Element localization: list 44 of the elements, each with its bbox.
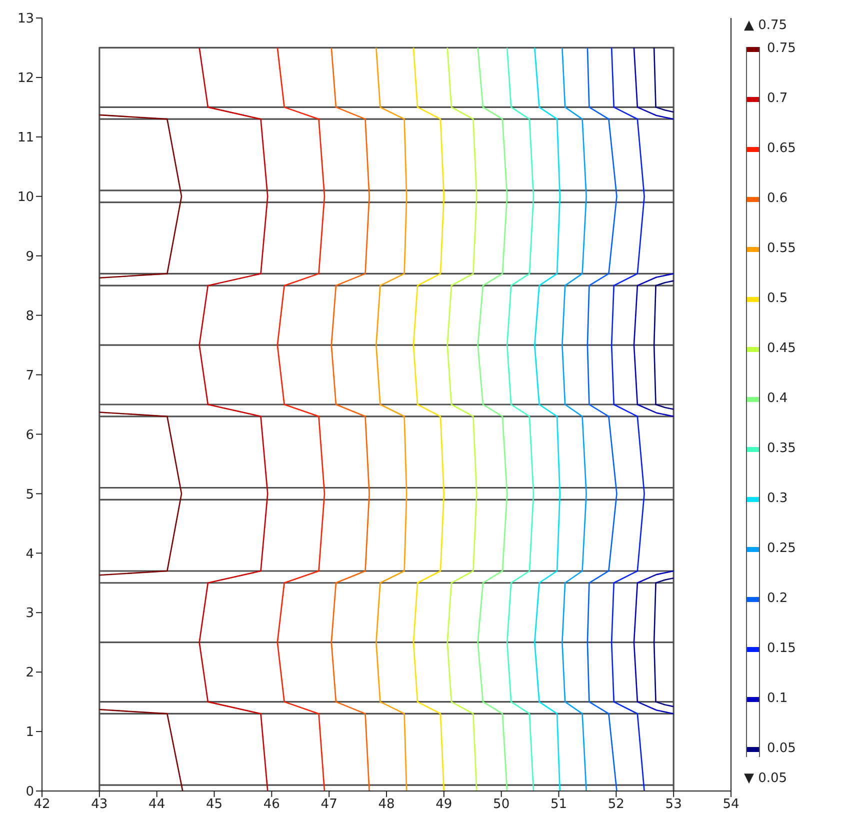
y-tick-label: 12 bbox=[17, 71, 34, 86]
legend-label: 0.2 bbox=[767, 591, 788, 606]
y-tick-label: 4 bbox=[26, 546, 34, 562]
x-tick-label: 53 bbox=[665, 797, 682, 812]
x-tick-label: 49 bbox=[436, 797, 452, 812]
legend-label: 0.55 bbox=[767, 241, 796, 256]
x-tick-label: 52 bbox=[608, 797, 624, 812]
text: ▼ 0.05 bbox=[744, 771, 788, 786]
legend-label: 0.15 bbox=[767, 641, 796, 656]
legend-label: 0.1 bbox=[767, 691, 788, 706]
x-tick-label: 46 bbox=[263, 797, 280, 812]
y-tick-label: 6 bbox=[26, 428, 34, 443]
y-tick-label: 7 bbox=[26, 368, 34, 384]
x-tick-label: 42 bbox=[34, 797, 50, 812]
legend-label: 0.05 bbox=[767, 741, 796, 756]
x-tick-label: 51 bbox=[550, 797, 568, 812]
x-tick-label: 48 bbox=[378, 797, 395, 812]
y-tick-label: 11 bbox=[17, 130, 34, 146]
y-tick-label: 10 bbox=[17, 190, 34, 205]
y-tick-label: 2 bbox=[26, 666, 34, 681]
y-tick-label: 8 bbox=[26, 308, 34, 324]
x-tick-label: 45 bbox=[206, 797, 223, 812]
x-tick-label: 47 bbox=[320, 797, 338, 812]
legend-label: 0.25 bbox=[767, 541, 796, 556]
x-tick-label: 44 bbox=[148, 797, 166, 812]
y-tick-label: 13 bbox=[17, 12, 34, 27]
text: ▲ 0.75 bbox=[744, 18, 788, 33]
y-tick-label: 5 bbox=[26, 487, 34, 502]
legend-label: 0.75 bbox=[767, 41, 796, 56]
x-tick-label: 54 bbox=[722, 797, 740, 812]
x-tick-label: 50 bbox=[493, 797, 510, 812]
legend-label: 0.3 bbox=[767, 491, 788, 506]
y-tick-label: 0 bbox=[26, 784, 34, 800]
legend-label: 0.4 bbox=[767, 391, 788, 406]
legend-label: 0.7 bbox=[767, 91, 788, 106]
y-tick-label: 9 bbox=[26, 249, 34, 264]
y-tick-label: 3 bbox=[26, 606, 34, 622]
y-tick-label: 1 bbox=[26, 725, 34, 740]
legend-label: 0.35 bbox=[767, 441, 796, 456]
legend-label: 0.5 bbox=[767, 291, 788, 306]
x-tick-label: 43 bbox=[91, 797, 108, 812]
legend-label: 0.6 bbox=[767, 191, 788, 206]
legend-label: 0.65 bbox=[767, 141, 796, 156]
legend-label: 0.45 bbox=[767, 341, 796, 356]
